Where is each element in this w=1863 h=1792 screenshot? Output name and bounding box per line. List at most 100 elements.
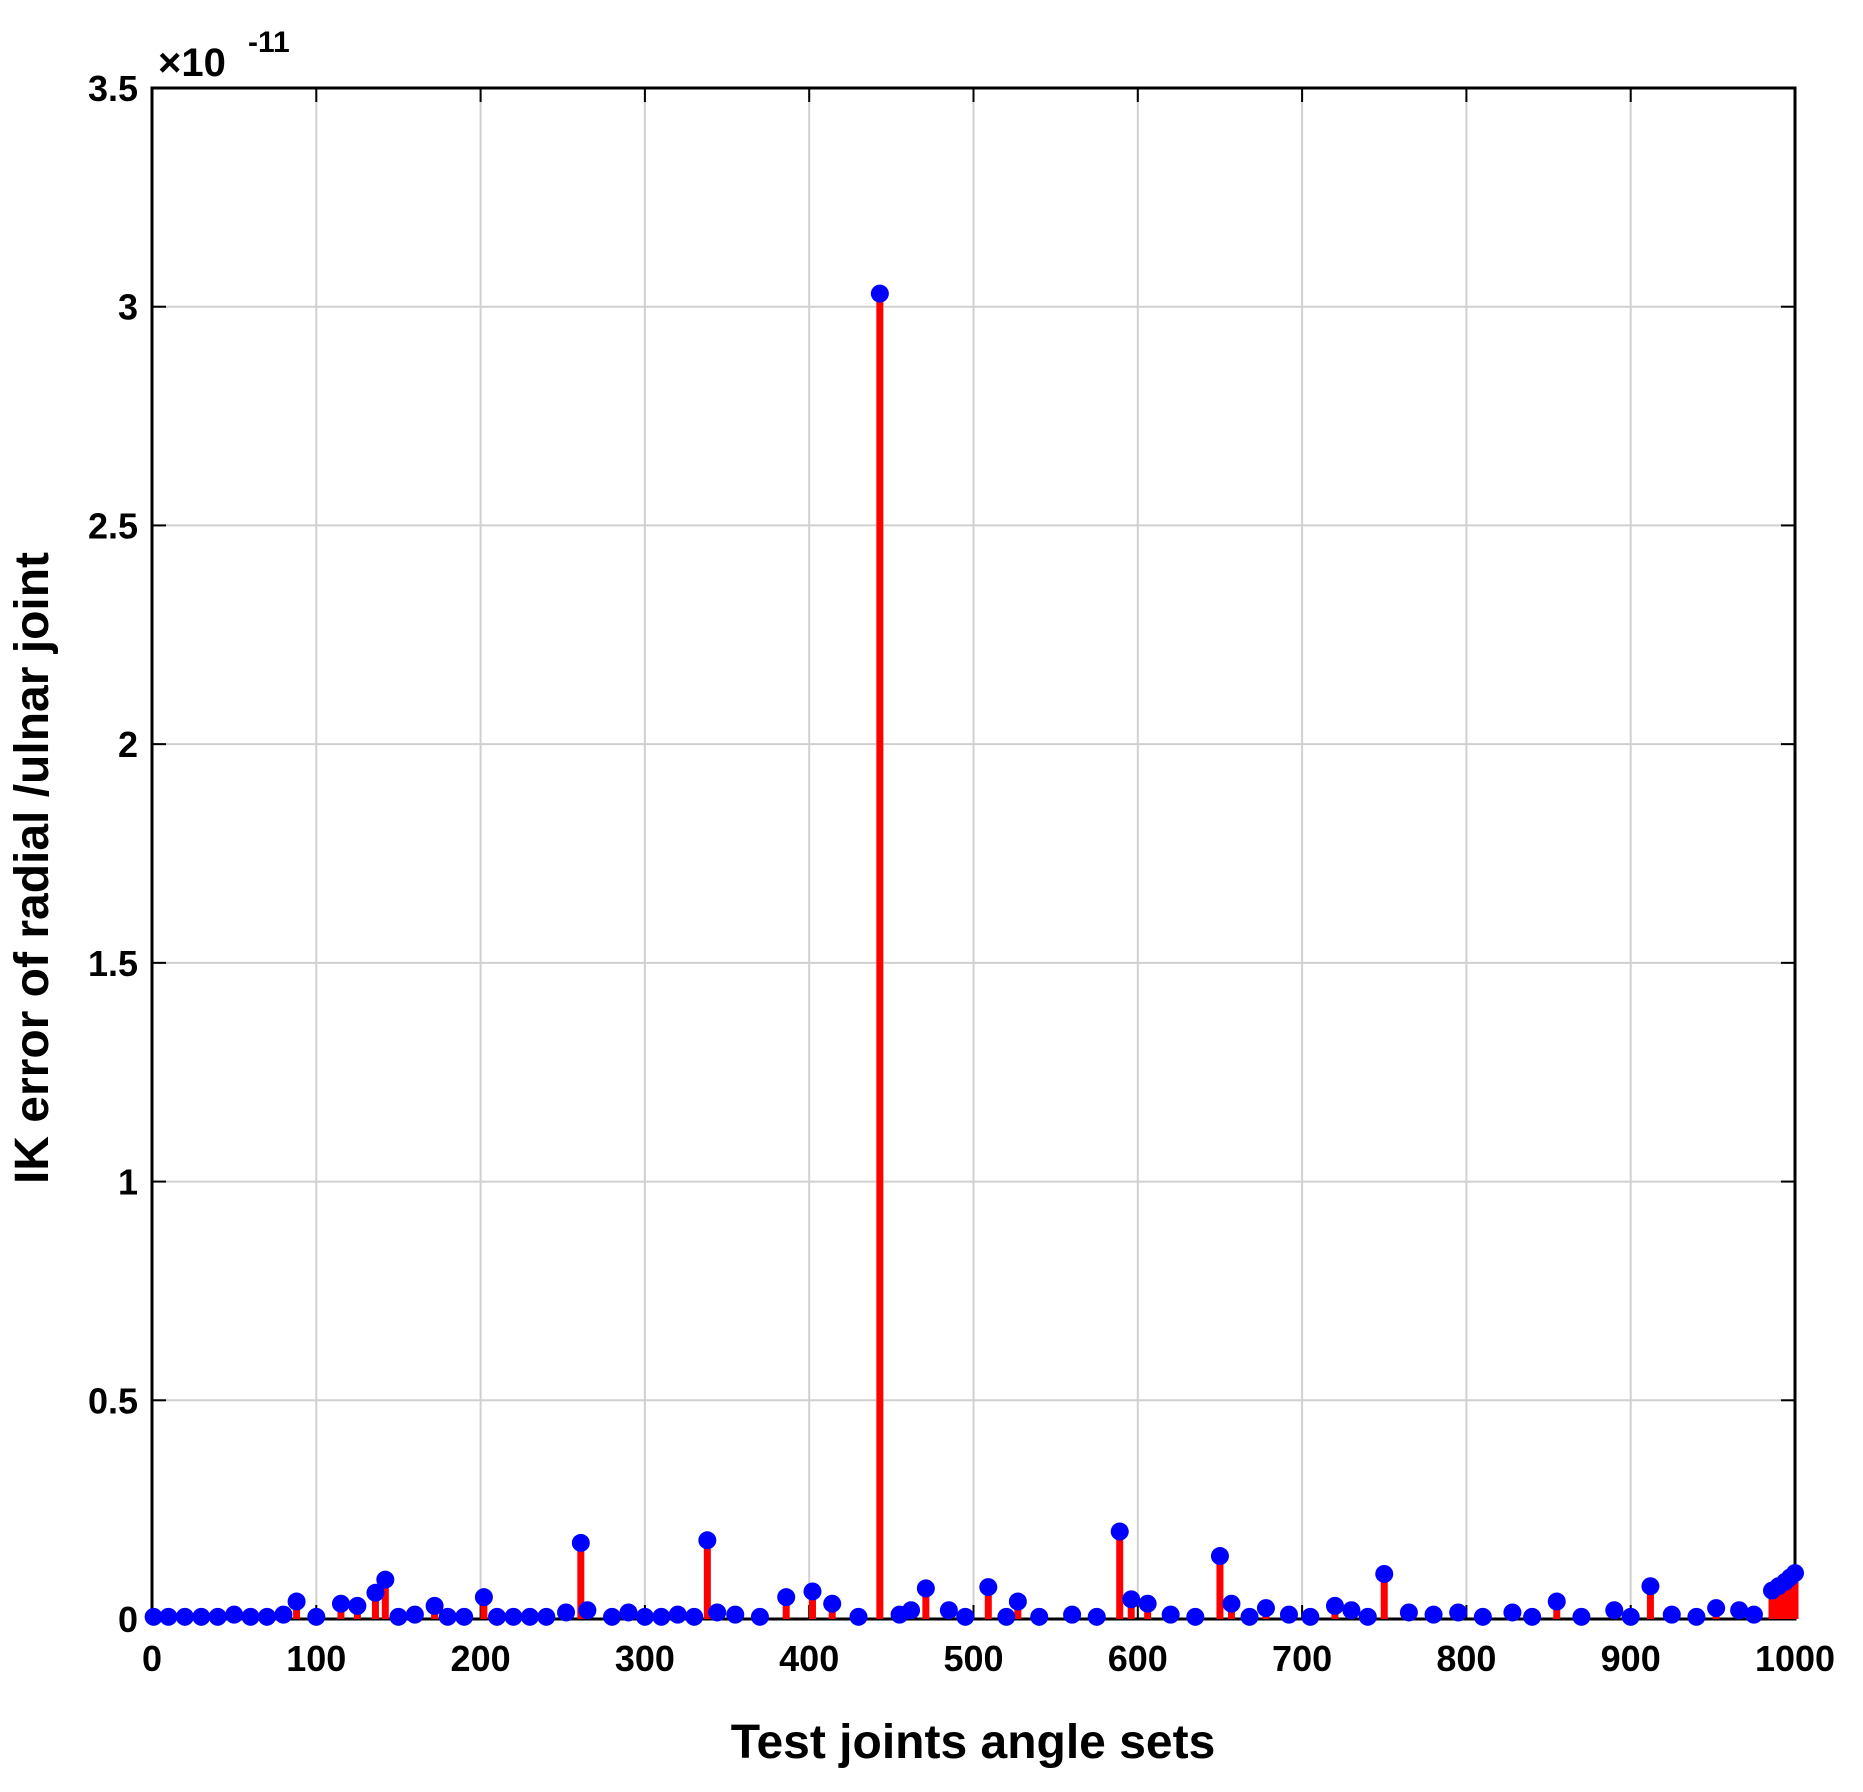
stem-marker [1707, 1599, 1726, 1618]
stem-marker [1279, 1605, 1298, 1624]
stem-marker [619, 1603, 638, 1622]
stem-marker [1572, 1607, 1591, 1626]
y-axis-label: IK error of radial /ulnar joint [6, 552, 59, 1184]
stem-marker [520, 1607, 539, 1626]
stem-marker [685, 1607, 704, 1626]
x-tick-label: 900 [1601, 1638, 1661, 1679]
stem-marker [1730, 1601, 1749, 1620]
stem-marker [1008, 1592, 1027, 1611]
stem-marker [1662, 1605, 1681, 1624]
stem-marker [578, 1601, 597, 1620]
x-tick-label: 600 [1108, 1638, 1168, 1679]
stem-marker [902, 1601, 921, 1620]
stem-marker [916, 1579, 935, 1598]
stem-marker [1063, 1605, 1082, 1624]
stem-marker [1473, 1607, 1492, 1626]
stem-marker [956, 1607, 975, 1626]
stem-marker [652, 1607, 671, 1626]
stem-marker [241, 1607, 260, 1626]
stem-marker [488, 1607, 507, 1626]
stem-marker [331, 1594, 350, 1613]
stem-marker [225, 1605, 244, 1624]
stem-marker [1399, 1603, 1418, 1622]
stem-marker [274, 1605, 293, 1624]
stem-marker [1210, 1547, 1229, 1566]
stem-marker [557, 1603, 576, 1622]
stem-marker [389, 1607, 408, 1626]
stem-marker [208, 1607, 227, 1626]
stem-marker [1301, 1607, 1320, 1626]
stem-marker [1424, 1605, 1443, 1624]
stem-marker [1186, 1607, 1205, 1626]
stem-marker [438, 1607, 457, 1626]
stem-marker [1030, 1607, 1049, 1626]
stem-marker [1087, 1607, 1106, 1626]
stem-marker [144, 1607, 163, 1626]
x-axis-label: Test joints angle sets [731, 1716, 1216, 1769]
stem-marker [708, 1603, 727, 1622]
stem-marker [698, 1531, 717, 1550]
stem-marker [175, 1607, 194, 1626]
stem-marker [803, 1582, 822, 1601]
stem-marker [979, 1578, 998, 1597]
stem-marker [159, 1607, 178, 1626]
stem-marker [287, 1592, 306, 1611]
stem-marker [1547, 1592, 1566, 1611]
stem-marker [1222, 1594, 1241, 1613]
y-tick-label: 1.5 [88, 943, 138, 984]
x-tick-label: 100 [286, 1638, 346, 1679]
y-multiplier-base: ×10 [158, 41, 226, 85]
stem-marker [635, 1607, 654, 1626]
stem-marker [504, 1607, 523, 1626]
x-tick-label: 400 [779, 1638, 839, 1679]
stem-marker [726, 1605, 745, 1624]
stem-marker [939, 1601, 958, 1620]
stem-marker [1375, 1564, 1394, 1583]
x-tick-label: 0 [142, 1638, 162, 1679]
y-tick-label: 2.5 [88, 505, 138, 546]
stem-marker [823, 1594, 842, 1613]
y-tick-label: 0 [118, 1599, 138, 1640]
stem-marker [1786, 1564, 1804, 1583]
stem-marker [1449, 1603, 1468, 1622]
x-tick-label: 200 [451, 1638, 511, 1679]
stem-marker [1605, 1601, 1624, 1620]
stem-marker [870, 284, 889, 303]
x-tick-label: 800 [1436, 1638, 1496, 1679]
stem-marker [1256, 1599, 1275, 1618]
stem-marker [668, 1605, 687, 1624]
stem-marker [537, 1607, 556, 1626]
stem-marker [1122, 1590, 1141, 1609]
stem-marker [603, 1607, 622, 1626]
stem-marker [258, 1607, 277, 1626]
stem-marker [376, 1570, 395, 1589]
stem-marker [1325, 1596, 1344, 1615]
stem-marker [474, 1588, 493, 1607]
stem-marker [1138, 1594, 1157, 1613]
x-tick-label: 1000 [1755, 1638, 1835, 1679]
y-tick-label: 1 [118, 1162, 138, 1203]
stem-marker [1744, 1605, 1763, 1624]
y-tick-label: 2 [118, 724, 138, 765]
stem-marker [1641, 1577, 1660, 1596]
stem-marker [366, 1583, 385, 1602]
stem-marker [1161, 1605, 1180, 1624]
stem-marker [348, 1596, 367, 1615]
y-tick-label: 3.5 [88, 68, 138, 109]
stem-marker [777, 1588, 796, 1607]
x-tick-label: 500 [943, 1638, 1003, 1679]
x-tick-label: 300 [615, 1638, 675, 1679]
stem-marker [1503, 1603, 1522, 1622]
stem-marker [425, 1596, 444, 1615]
y-tick-label: 3 [118, 287, 138, 328]
stem-marker [849, 1607, 868, 1626]
stem-marker [192, 1607, 211, 1626]
stem-marker [1687, 1607, 1706, 1626]
stem-marker [1240, 1607, 1259, 1626]
stem-marker [1523, 1607, 1542, 1626]
y-multiplier-exponent: -11 [248, 26, 290, 59]
y-tick-label: 0.5 [88, 1380, 138, 1421]
stem-marker [1110, 1522, 1129, 1541]
stem-marker [405, 1605, 424, 1624]
stem-marker [1342, 1601, 1361, 1620]
